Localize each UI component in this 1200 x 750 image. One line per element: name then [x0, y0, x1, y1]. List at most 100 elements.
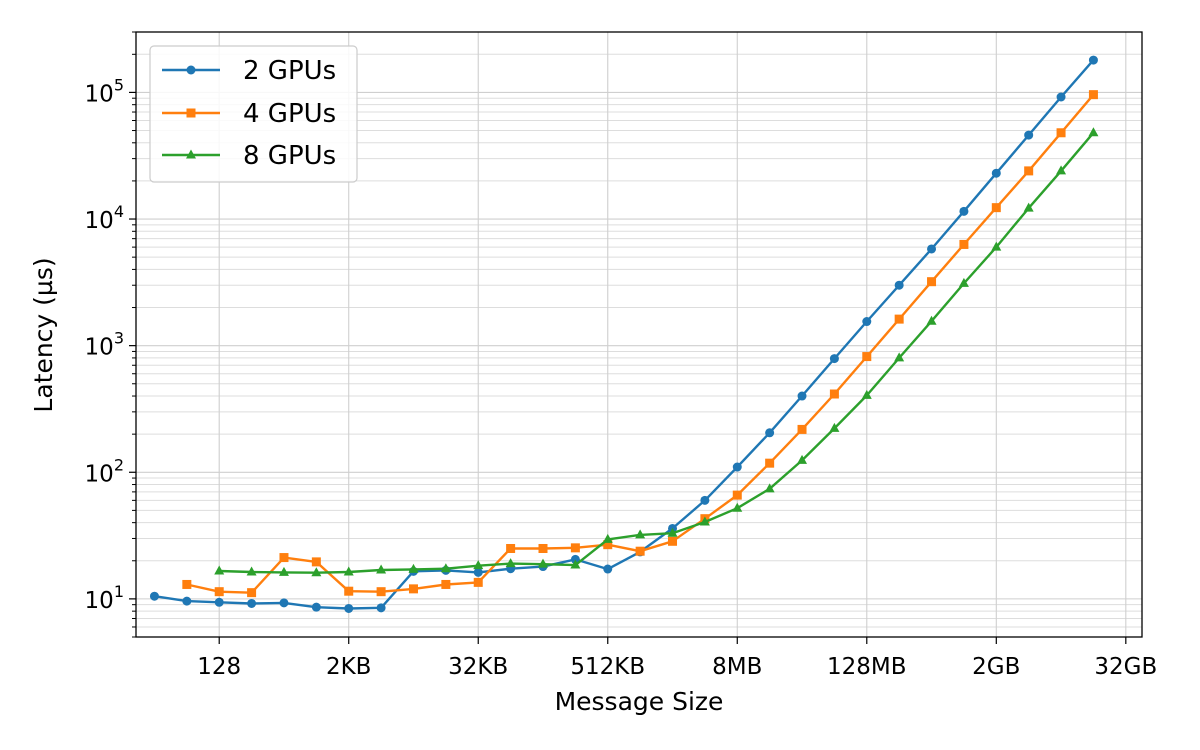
- legend-label-8-gpus: 8 GPUs: [243, 141, 336, 171]
- data-point-4-gpus: [1088, 90, 1098, 100]
- data-point-4-gpus: [376, 587, 386, 597]
- data-point-8-gpus: [958, 277, 969, 287]
- x-tick-label: 8MB: [712, 654, 762, 680]
- data-point-4-gpus: [1024, 166, 1034, 176]
- data-point-8-gpus: [861, 389, 872, 399]
- data-point-8-gpus: [991, 241, 1002, 251]
- data-point-2-gpus: [829, 354, 839, 364]
- x-tick-label: 32GB: [1094, 654, 1157, 680]
- data-point-2-gpus: [700, 495, 710, 505]
- data-point-8-gpus: [214, 565, 225, 575]
- series-line-8-gpus: [219, 132, 1095, 574]
- x-tick-label: 2GB: [972, 654, 1020, 680]
- x-tick-label: 512KB: [570, 654, 645, 680]
- data-point-4-gpus: [603, 540, 613, 550]
- data-point-4-gpus: [441, 579, 451, 589]
- legend-marker-8-gpus: [186, 149, 196, 159]
- y-axis-label: Latency (µs): [29, 257, 58, 412]
- data-point-4-gpus: [182, 579, 192, 589]
- data-point-2-gpus: [570, 554, 580, 564]
- plot-frame: [135, 31, 1143, 638]
- x-tick-label: 128MB: [827, 654, 907, 680]
- data-point-8-gpus: [699, 516, 710, 526]
- data-point-4-gpus: [991, 203, 1001, 213]
- data-point-4-gpus: [959, 239, 969, 249]
- data-point-2-gpus: [959, 206, 969, 216]
- data-point-2-gpus: [894, 280, 904, 290]
- data-point-4-gpus: [797, 424, 807, 434]
- data-point-2-gpus: [344, 603, 354, 613]
- data-point-4-gpus: [765, 458, 775, 468]
- y-tick-label: 101: [85, 582, 124, 614]
- data-point-8-gpus: [440, 563, 451, 573]
- legend-marker-2-gpus: [186, 65, 196, 75]
- data-point-4-gpus: [311, 557, 321, 567]
- data-point-4-gpus: [927, 277, 937, 287]
- data-point-4-gpus: [214, 587, 224, 597]
- series-line-2-gpus: [154, 59, 1095, 610]
- y-tick-label: 104: [85, 202, 124, 234]
- data-point-8-gpus: [602, 533, 613, 543]
- data-point-4-gpus: [570, 543, 580, 553]
- data-point-4-gpus: [1056, 128, 1066, 138]
- data-point-2-gpus: [862, 317, 872, 327]
- data-point-4-gpus: [344, 586, 354, 596]
- data-point-2-gpus: [1088, 55, 1098, 65]
- tick-labels: 101 102 103 104 105 128 2KB 32KB 512KB 8MB 128MB 2G…: [85, 75, 1158, 680]
- data-point-8-gpus: [732, 502, 743, 512]
- data-point-8-gpus: [667, 527, 678, 537]
- data-point-4-gpus: [506, 543, 516, 553]
- data-point-8-gpus: [505, 558, 516, 568]
- data-point-8-gpus: [797, 454, 808, 464]
- data-point-8-gpus: [1056, 165, 1067, 175]
- data-point-2-gpus: [991, 168, 1001, 178]
- legend-item-2-gpus: 2 GPUs: [162, 56, 336, 86]
- data-point-4-gpus: [829, 389, 839, 399]
- data-point-2-gpus: [149, 591, 159, 601]
- data-point-2-gpus: [376, 603, 386, 613]
- y-tick-label: 105: [85, 75, 124, 107]
- data-point-2-gpus: [214, 597, 224, 607]
- data-point-2-gpus: [927, 244, 937, 254]
- data-point-8-gpus: [926, 315, 937, 325]
- legend-marker-4-gpus: [186, 108, 196, 118]
- data-point-8-gpus: [246, 566, 257, 576]
- legend-item-4-gpus: 4 GPUs: [162, 99, 336, 129]
- data-point-8-gpus: [408, 563, 419, 573]
- data-point-4-gpus: [408, 584, 418, 594]
- data-point-8-gpus: [764, 483, 775, 493]
- data-point-4-gpus: [473, 577, 483, 587]
- data-point-4-gpus: [894, 314, 904, 324]
- data-point-8-gpus: [311, 567, 322, 577]
- axis-ticks: [129, 31, 1127, 644]
- y-tick-label: 102: [85, 455, 124, 487]
- data-point-2-gpus: [182, 596, 192, 606]
- data-point-8-gpus: [537, 558, 548, 568]
- data-point-8-gpus: [278, 566, 289, 576]
- data-point-4-gpus: [668, 536, 678, 546]
- legend-label-4-gpus: 4 GPUs: [243, 99, 336, 129]
- data-point-2-gpus: [732, 462, 742, 472]
- major-gridlines: [136, 32, 1142, 637]
- data-point-2-gpus: [279, 598, 289, 608]
- data-point-8-gpus: [894, 352, 905, 362]
- x-axis-label: Message Size: [555, 687, 724, 716]
- data-point-8-gpus: [829, 422, 840, 432]
- data-point-4-gpus: [247, 588, 257, 598]
- data-point-2-gpus: [765, 428, 775, 438]
- data-point-2-gpus: [1024, 130, 1034, 140]
- data-point-8-gpus: [376, 564, 387, 574]
- x-tick-label: 32KB: [448, 654, 508, 680]
- data-point-8-gpus: [1023, 202, 1034, 212]
- data-point-4-gpus: [538, 543, 548, 553]
- x-tick-label: 2KB: [326, 654, 372, 680]
- y-tick-label: 103: [85, 329, 124, 361]
- data-point-8-gpus: [473, 560, 484, 570]
- data-point-2-gpus: [603, 564, 613, 574]
- legend-box: [149, 45, 358, 183]
- data-point-4-gpus: [732, 490, 742, 500]
- legend-label-2-gpus: 2 GPUs: [243, 56, 336, 86]
- data-point-4-gpus: [635, 546, 645, 556]
- data-point-8-gpus: [570, 559, 581, 569]
